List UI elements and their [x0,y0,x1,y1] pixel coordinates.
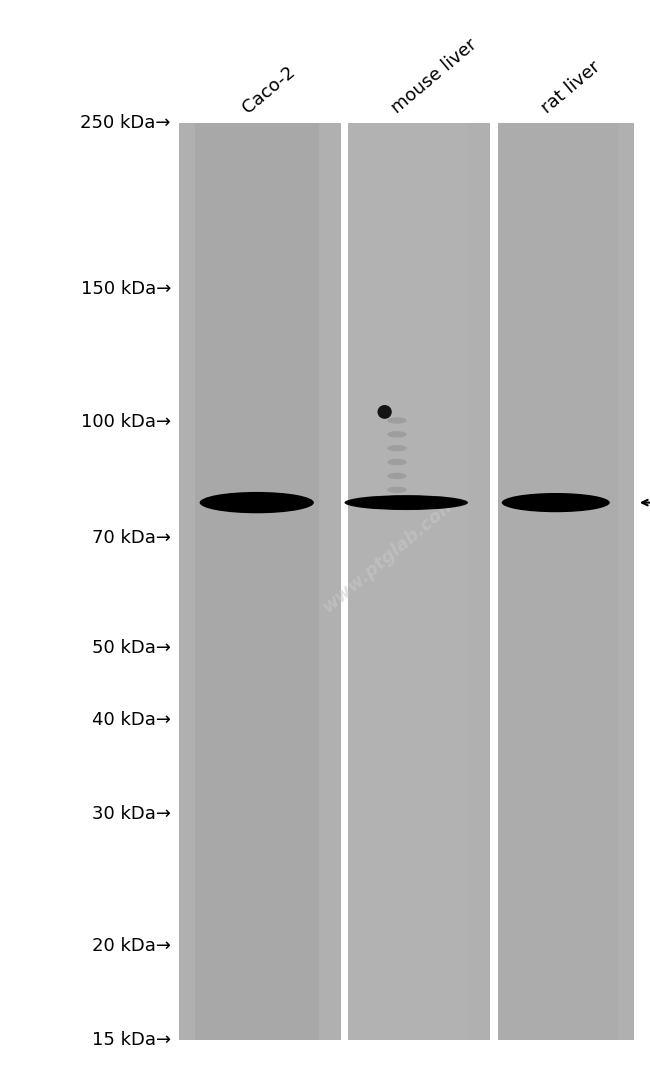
Ellipse shape [376,499,437,507]
Ellipse shape [344,495,468,510]
Ellipse shape [216,495,298,510]
Ellipse shape [502,493,610,512]
Ellipse shape [367,498,446,508]
Ellipse shape [510,494,602,511]
Ellipse shape [203,493,310,512]
Text: 150 kDa→: 150 kDa→ [81,281,171,299]
Ellipse shape [393,501,419,505]
Ellipse shape [525,497,586,508]
Ellipse shape [240,499,273,506]
Ellipse shape [228,497,285,508]
Ellipse shape [212,494,302,511]
Ellipse shape [521,496,590,509]
Bar [341,123,348,1040]
Ellipse shape [244,500,269,505]
Ellipse shape [387,459,407,465]
Text: 250 kDa→: 250 kDa→ [81,114,171,131]
Ellipse shape [220,496,293,509]
Text: 100 kDa→: 100 kDa→ [81,413,171,431]
Ellipse shape [536,499,575,506]
Ellipse shape [354,496,459,509]
Ellipse shape [224,496,289,509]
Ellipse shape [517,496,594,509]
Text: www.ptglab.com: www.ptglab.com [319,493,461,617]
Ellipse shape [514,495,598,510]
Ellipse shape [387,417,407,424]
Text: 15 kDa→: 15 kDa→ [92,1032,171,1049]
Bar [195,123,318,1040]
Text: Caco-2: Caco-2 [239,63,298,117]
Ellipse shape [208,493,306,512]
Text: 70 kDa→: 70 kDa→ [92,529,171,547]
Ellipse shape [387,487,407,493]
Bar [494,123,618,1040]
Ellipse shape [380,499,433,506]
Ellipse shape [384,500,428,506]
Bar [179,123,634,1040]
Ellipse shape [528,498,583,508]
Ellipse shape [232,498,281,507]
Ellipse shape [378,405,392,419]
Ellipse shape [358,497,455,509]
Bar [344,123,468,1040]
Ellipse shape [371,498,441,507]
Text: 20 kDa→: 20 kDa→ [92,938,171,955]
Text: mouse liver: mouse liver [388,35,480,117]
Ellipse shape [349,496,463,510]
Ellipse shape [540,499,571,506]
Ellipse shape [544,500,567,505]
Ellipse shape [532,498,579,507]
Ellipse shape [387,473,407,479]
Bar [490,123,498,1040]
Text: rat liver: rat liver [538,58,604,117]
Text: 30 kDa→: 30 kDa→ [92,806,171,824]
Ellipse shape [362,497,450,508]
Ellipse shape [387,431,407,437]
Text: 40 kDa→: 40 kDa→ [92,712,171,730]
Ellipse shape [387,445,407,451]
Ellipse shape [237,498,277,507]
Ellipse shape [506,494,606,511]
Ellipse shape [200,492,314,513]
Ellipse shape [389,500,424,505]
Text: 50 kDa→: 50 kDa→ [92,639,171,656]
